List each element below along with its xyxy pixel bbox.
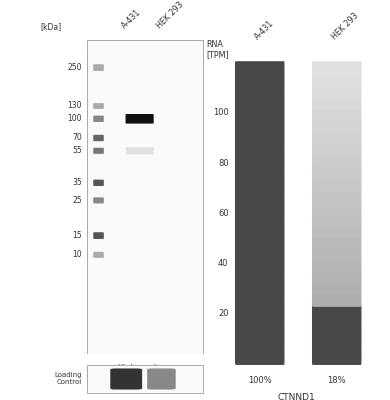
FancyBboxPatch shape (312, 142, 362, 156)
Text: Low: Low (154, 364, 169, 373)
FancyBboxPatch shape (235, 84, 284, 98)
FancyBboxPatch shape (312, 96, 362, 110)
Text: HEK 293: HEK 293 (330, 12, 361, 42)
FancyBboxPatch shape (93, 180, 104, 186)
FancyBboxPatch shape (93, 232, 104, 239)
Text: 80: 80 (218, 158, 229, 168)
Text: A-431: A-431 (254, 19, 276, 42)
FancyBboxPatch shape (312, 154, 362, 168)
Text: 25: 25 (72, 196, 82, 205)
FancyBboxPatch shape (312, 294, 362, 307)
FancyBboxPatch shape (235, 61, 284, 74)
FancyBboxPatch shape (312, 247, 362, 260)
Text: A-431: A-431 (120, 8, 143, 31)
Text: 20: 20 (218, 309, 229, 318)
Text: 10: 10 (72, 250, 82, 259)
FancyBboxPatch shape (235, 73, 284, 86)
FancyBboxPatch shape (312, 212, 362, 226)
FancyBboxPatch shape (312, 224, 362, 237)
Text: High: High (117, 364, 135, 373)
Text: 70: 70 (72, 134, 82, 142)
Text: 100: 100 (213, 108, 229, 118)
FancyBboxPatch shape (110, 368, 142, 390)
Text: 15: 15 (72, 231, 82, 240)
FancyBboxPatch shape (235, 177, 284, 191)
FancyBboxPatch shape (312, 352, 362, 365)
FancyBboxPatch shape (312, 61, 362, 74)
FancyBboxPatch shape (235, 236, 284, 249)
Text: RNA
[TPM]: RNA [TPM] (207, 40, 229, 60)
Text: 40: 40 (218, 259, 229, 268)
Text: 60: 60 (218, 208, 229, 218)
FancyBboxPatch shape (235, 142, 284, 156)
FancyBboxPatch shape (235, 340, 284, 353)
FancyBboxPatch shape (235, 119, 284, 133)
FancyBboxPatch shape (235, 108, 284, 121)
FancyBboxPatch shape (93, 148, 104, 154)
Text: Loading
Control: Loading Control (54, 372, 82, 386)
FancyBboxPatch shape (312, 119, 362, 133)
FancyBboxPatch shape (312, 270, 362, 284)
Text: 18%: 18% (328, 376, 346, 384)
FancyBboxPatch shape (235, 294, 284, 307)
Text: HEK 293: HEK 293 (155, 0, 185, 31)
FancyBboxPatch shape (312, 131, 362, 144)
FancyBboxPatch shape (235, 212, 284, 226)
FancyBboxPatch shape (312, 236, 362, 249)
FancyBboxPatch shape (235, 200, 284, 214)
FancyBboxPatch shape (312, 73, 362, 86)
FancyBboxPatch shape (312, 108, 362, 121)
FancyBboxPatch shape (126, 147, 154, 154)
Text: 55: 55 (72, 146, 82, 155)
FancyBboxPatch shape (93, 197, 104, 204)
FancyBboxPatch shape (235, 328, 284, 342)
FancyBboxPatch shape (235, 247, 284, 260)
Text: CTNND1: CTNND1 (278, 393, 315, 400)
FancyBboxPatch shape (235, 282, 284, 295)
FancyBboxPatch shape (235, 96, 284, 110)
FancyBboxPatch shape (235, 154, 284, 168)
FancyBboxPatch shape (235, 352, 284, 365)
FancyBboxPatch shape (126, 114, 154, 124)
FancyBboxPatch shape (235, 131, 284, 144)
Bar (87, 365, 203, 393)
FancyBboxPatch shape (93, 252, 104, 258)
Bar (87, 40, 203, 354)
FancyBboxPatch shape (235, 166, 284, 179)
FancyBboxPatch shape (93, 135, 104, 141)
FancyBboxPatch shape (147, 368, 176, 390)
Text: 100: 100 (67, 114, 82, 123)
FancyBboxPatch shape (235, 224, 284, 237)
FancyBboxPatch shape (312, 84, 362, 98)
Text: 250: 250 (67, 63, 82, 72)
Text: 130: 130 (67, 102, 82, 110)
FancyBboxPatch shape (235, 189, 284, 202)
FancyBboxPatch shape (235, 259, 284, 272)
FancyBboxPatch shape (93, 103, 104, 109)
Text: [kDa]: [kDa] (41, 22, 62, 31)
FancyBboxPatch shape (235, 317, 284, 330)
FancyBboxPatch shape (312, 200, 362, 214)
FancyBboxPatch shape (93, 116, 104, 122)
FancyBboxPatch shape (312, 328, 362, 342)
FancyBboxPatch shape (312, 305, 362, 318)
FancyBboxPatch shape (93, 64, 104, 71)
FancyBboxPatch shape (312, 340, 362, 353)
FancyBboxPatch shape (235, 270, 284, 284)
FancyBboxPatch shape (235, 305, 284, 318)
FancyBboxPatch shape (312, 166, 362, 179)
FancyBboxPatch shape (312, 259, 362, 272)
Text: 100%: 100% (248, 376, 271, 384)
FancyBboxPatch shape (312, 177, 362, 191)
FancyBboxPatch shape (312, 317, 362, 330)
FancyBboxPatch shape (312, 282, 362, 295)
FancyBboxPatch shape (312, 189, 362, 202)
Text: 35: 35 (72, 178, 82, 187)
